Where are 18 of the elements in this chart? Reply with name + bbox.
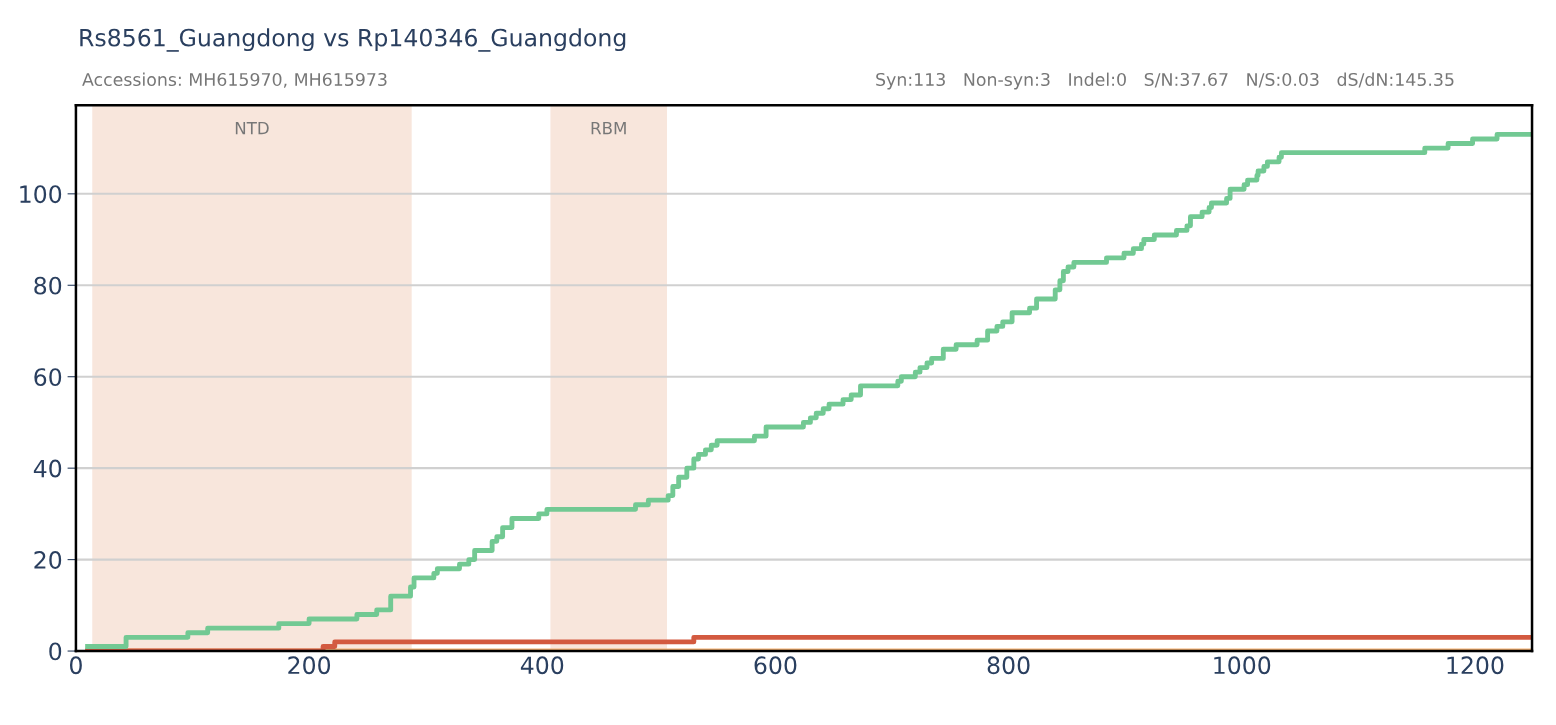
y-tick-label: 100 — [20, 185, 62, 204]
band-label: RBM — [591, 122, 626, 135]
y-tick-label: 40 — [33, 459, 62, 478]
band-label: NTD — [235, 122, 269, 135]
text: Syn:113 Non-syn:3 Indel:0 S/N:37.67 N/S:0.03 dS/dN:145.35 — [876, 72, 1454, 90]
chart-subtitle: Accessions: MH615970, MH615973 — [82, 72, 387, 88]
y-tick-label: 20 — [34, 551, 62, 569]
y-tick-label: 60 — [34, 368, 62, 387]
y-tick-label: 80 — [34, 276, 62, 295]
y-tick-label: 0 — [49, 642, 62, 661]
chart-title: Rs8561_Guangdong vs Rp140346_Guangdong — [80, 28, 626, 52]
x-tick-label: 1200 — [1447, 656, 1504, 675]
x-tick-label: 1000 — [1214, 656, 1271, 675]
x-tick-label: 600 — [754, 656, 797, 675]
x-tick-label: 800 — [987, 656, 1030, 675]
x-tick-label: 200 — [288, 656, 331, 675]
x-tick-label: 0 — [69, 656, 82, 675]
x-tick-label: 400 — [520, 656, 564, 675]
